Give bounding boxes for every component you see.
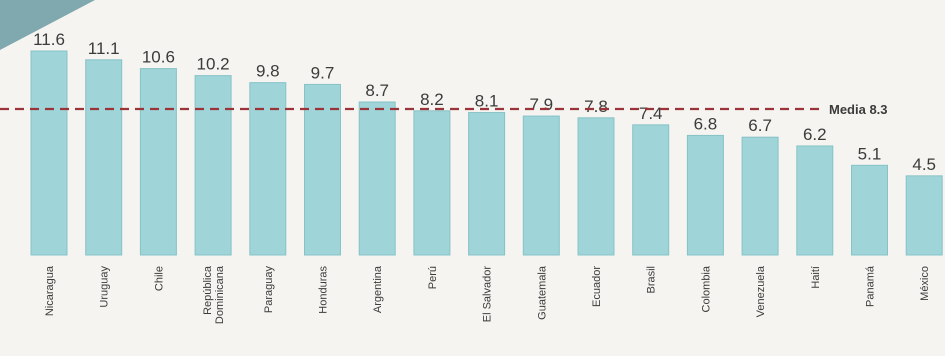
- category-label-line: Paraguay: [263, 266, 275, 314]
- category-label-group: Nicaragua Uruguay Chile RepúblicaDominicana…: [44, 265, 931, 324]
- category-label-line: El Salvador: [482, 266, 494, 323]
- category-label-line: Ecuador: [591, 266, 603, 307]
- category-label: México: [919, 266, 931, 301]
- bar: [796, 145, 834, 256]
- category-label-line: Panamá: [865, 265, 877, 307]
- category-label: RepúblicaDominicana: [202, 265, 226, 324]
- bar: [139, 68, 177, 256]
- bar-group: [30, 50, 943, 256]
- category-label-line: Dominicana: [214, 265, 226, 324]
- bar: [194, 75, 232, 256]
- value-label: 6.2: [803, 125, 827, 144]
- value-label: 7.8: [584, 97, 608, 116]
- category-label-line: Colombia: [700, 265, 712, 312]
- category-label: Panamá: [865, 265, 877, 307]
- category-label-line: Nicaragua: [44, 265, 56, 316]
- category-label: Paraguay: [263, 266, 275, 314]
- bar: [413, 110, 451, 256]
- category-label: Ecuador: [591, 266, 603, 307]
- value-label: 5.1: [858, 144, 882, 163]
- value-label: 6.8: [694, 114, 718, 133]
- category-label-line: Brasil: [646, 266, 658, 294]
- category-label: Perú: [427, 266, 439, 289]
- category-label: Brasil: [646, 266, 658, 294]
- bar: [905, 175, 943, 256]
- bar: [741, 136, 779, 256]
- value-label: 9.7: [311, 63, 335, 82]
- category-label: Argentina: [372, 265, 384, 313]
- value-label: 6.7: [748, 116, 772, 135]
- category-label: Colombia: [700, 265, 712, 312]
- value-label-group: 11.6 11.1 10.6 10.2 9.8 9.7 8.7 8.2 8.1 7.9 7.8 7.4…: [33, 30, 936, 174]
- bar: [577, 117, 615, 256]
- category-label-line: República: [202, 265, 214, 315]
- category-label: Guatemala: [536, 265, 548, 320]
- bar: [632, 124, 670, 256]
- value-label: 9.8: [256, 62, 280, 81]
- bar: [304, 83, 341, 256]
- bar: [468, 112, 506, 256]
- bar: [522, 115, 560, 256]
- value-label: 7.4: [639, 104, 663, 123]
- category-label: Chile: [153, 266, 165, 291]
- category-label: El Salvador: [482, 266, 494, 323]
- category-label-line: Perú: [427, 266, 439, 289]
- category-label: Uruguay: [99, 266, 111, 308]
- mean-label: Media 8.3: [829, 102, 888, 117]
- bar: [85, 59, 123, 256]
- category-label-line: Guatemala: [536, 265, 548, 320]
- value-label: 11.6: [33, 30, 65, 49]
- value-label: 10.6: [142, 48, 175, 67]
- value-label: 4.5: [912, 155, 936, 174]
- corner-flag: [0, 0, 95, 50]
- value-label: 8.7: [365, 81, 389, 100]
- bar: [851, 164, 888, 256]
- value-label: 8.2: [420, 90, 444, 109]
- category-label-line: Honduras: [318, 266, 330, 314]
- value-label: 7.9: [529, 95, 553, 114]
- category-label: Venezuela: [755, 265, 767, 317]
- bar: [249, 82, 287, 256]
- category-label-line: Argentina: [372, 265, 384, 313]
- category-label: Nicaragua: [44, 265, 56, 316]
- category-label-line: Uruguay: [99, 266, 111, 308]
- bar: [686, 134, 724, 256]
- category-label-line: Haití: [810, 266, 822, 289]
- value-label: 11.1: [88, 39, 120, 58]
- bar: [358, 101, 396, 256]
- bar: [30, 50, 68, 256]
- category-label-line: Venezuela: [755, 265, 767, 317]
- category-label-line: Chile: [153, 266, 165, 291]
- category-label: Honduras: [318, 266, 330, 314]
- value-label: 10.2: [197, 55, 230, 74]
- category-label: Haití: [810, 266, 822, 289]
- value-label: 8.1: [475, 92, 499, 111]
- category-label-line: México: [919, 266, 931, 301]
